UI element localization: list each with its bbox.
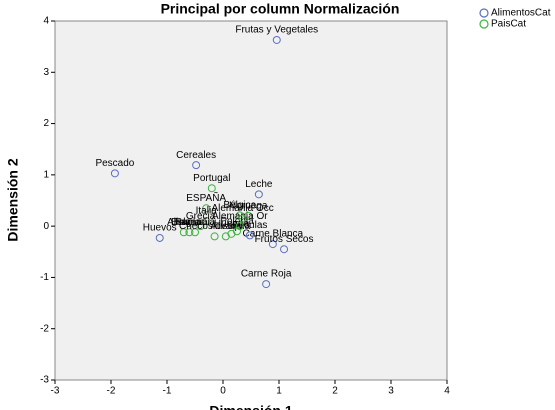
y-tick-label: 4 bbox=[43, 16, 49, 27]
point bbox=[254, 190, 263, 199]
point-label: Carne Blanca bbox=[243, 229, 304, 240]
point-label: Bélgica bbox=[223, 200, 256, 211]
point bbox=[191, 228, 199, 237]
x-tick-label: 0 bbox=[220, 386, 226, 397]
legend-marker bbox=[479, 19, 489, 29]
y-tick-label: 3 bbox=[43, 67, 49, 78]
legend-label: AlimentosCat bbox=[491, 8, 551, 19]
y-axis-title: Dimensión 2 bbox=[5, 158, 21, 241]
y-tick-label: 2 bbox=[43, 118, 49, 129]
point bbox=[192, 161, 201, 170]
point bbox=[238, 214, 247, 223]
point bbox=[202, 217, 211, 226]
point-label: ESPAÑA bbox=[186, 191, 226, 204]
chart-title: Principal por column Normalización bbox=[161, 1, 400, 17]
point bbox=[235, 222, 244, 231]
legend-label: PaisCat bbox=[491, 19, 526, 30]
y-tick-label: -1 bbox=[40, 272, 49, 283]
point-label: Féculas bbox=[232, 220, 267, 231]
point-label: Austria bbox=[210, 221, 242, 232]
point bbox=[185, 228, 194, 237]
point-label: Leche bbox=[245, 179, 273, 190]
point-label: Hungria bbox=[214, 218, 249, 229]
x-tick-label: 4 bbox=[444, 386, 450, 397]
x-tick-label: -2 bbox=[107, 386, 116, 397]
point bbox=[268, 240, 277, 249]
point-label: Polonia bbox=[220, 216, 254, 227]
point-label: Carne Roja bbox=[241, 269, 292, 280]
point bbox=[155, 233, 164, 242]
point-label: Grecia bbox=[186, 211, 216, 222]
point bbox=[179, 228, 188, 237]
point bbox=[262, 280, 271, 289]
plot-area bbox=[54, 20, 448, 381]
point bbox=[272, 35, 281, 44]
x-tick-label: 3 bbox=[388, 386, 394, 397]
point bbox=[196, 222, 205, 231]
y-tick-label: -3 bbox=[40, 375, 49, 386]
point bbox=[207, 184, 216, 193]
point-label: Huevos bbox=[143, 223, 177, 234]
point-label: Frutas y Vegetales bbox=[235, 25, 318, 36]
point-label: Pescado bbox=[95, 158, 134, 169]
point bbox=[245, 231, 254, 240]
point-label: Cereales bbox=[176, 150, 216, 161]
point bbox=[202, 204, 211, 213]
point bbox=[210, 232, 219, 241]
x-tick-label: -3 bbox=[51, 386, 60, 397]
point-label: Italia bbox=[196, 206, 218, 217]
point-label: Bulgaria bbox=[171, 217, 208, 228]
y-tick-label: -2 bbox=[40, 323, 49, 334]
point-label: Albania bbox=[167, 217, 201, 228]
point-label: Portugal bbox=[193, 173, 230, 184]
point bbox=[280, 245, 289, 254]
y-tick-label: 0 bbox=[43, 221, 49, 232]
point bbox=[110, 169, 119, 178]
x-axis-title: Dimensión 1 bbox=[209, 403, 292, 410]
point-label: Rumania bbox=[175, 217, 215, 228]
legend-marker bbox=[479, 8, 489, 18]
x-tick-label: 2 bbox=[332, 386, 338, 397]
y-tick-label: 1 bbox=[43, 169, 49, 180]
point-label: Noruega bbox=[229, 201, 268, 212]
x-tick-label: -1 bbox=[163, 386, 172, 397]
point-label: Frutos Secos bbox=[255, 234, 314, 245]
point-label: Alemania Occ bbox=[211, 203, 273, 214]
x-tick-label: 1 bbox=[276, 386, 282, 397]
point-label: Checoslovaquia bbox=[179, 221, 251, 232]
